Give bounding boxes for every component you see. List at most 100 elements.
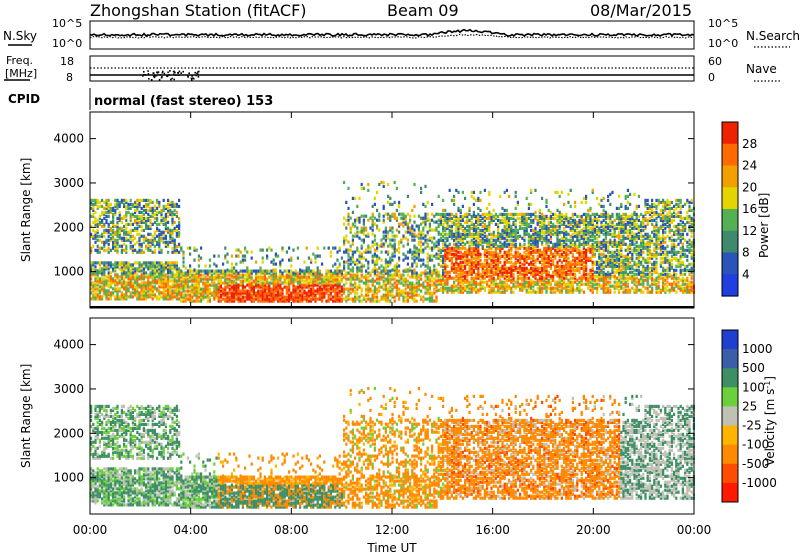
power-cell <box>255 281 258 285</box>
power-cell <box>521 222 524 226</box>
power-cell <box>202 277 205 281</box>
power-cell <box>153 271 156 275</box>
power-cell <box>527 236 530 240</box>
power-cell <box>296 297 299 301</box>
power-cell <box>120 297 123 301</box>
power-cell <box>475 252 478 256</box>
power-cell <box>448 274 451 278</box>
power-cell <box>153 208 156 212</box>
power-cell <box>169 295 172 299</box>
power-cell <box>129 265 132 269</box>
power-cell <box>92 214 95 218</box>
power-cell <box>109 283 112 287</box>
power-cell <box>266 287 269 291</box>
power-cell <box>534 248 537 252</box>
power-cell <box>158 204 161 208</box>
power-cell <box>514 224 517 228</box>
power-cell <box>503 212 506 216</box>
power-cell <box>420 271 423 275</box>
power-cell <box>272 277 275 281</box>
power-cell <box>444 226 447 230</box>
power-cell <box>362 295 365 299</box>
power-cell <box>450 276 453 280</box>
power-cell <box>349 283 352 287</box>
power-cell <box>428 283 431 287</box>
power-cell <box>114 279 117 283</box>
power-cell <box>565 256 568 260</box>
power-cell <box>213 269 216 273</box>
power-cell <box>92 285 95 289</box>
power-cell <box>437 280 440 284</box>
power-cell <box>424 291 427 295</box>
power-cell <box>197 279 200 283</box>
power-cell <box>371 254 374 258</box>
power-cell <box>387 230 390 234</box>
power-cell <box>472 250 475 254</box>
power-cell <box>206 295 209 299</box>
power-cell <box>472 270 475 274</box>
power-cell <box>499 284 502 288</box>
power-cell <box>464 236 467 240</box>
power-cell <box>285 287 288 291</box>
power-cell <box>310 297 313 301</box>
power-cell <box>202 287 205 291</box>
power-cell <box>215 275 218 279</box>
power-cell <box>457 220 460 224</box>
power-cell <box>545 266 548 270</box>
power-cell <box>558 284 561 288</box>
power-cell <box>404 281 407 285</box>
power-cell <box>307 285 310 289</box>
power-cell <box>101 281 104 285</box>
power-cell <box>94 291 97 295</box>
power-cell <box>239 279 242 283</box>
power-cell <box>545 286 548 290</box>
power-cell <box>136 208 139 212</box>
power-cell <box>569 222 572 226</box>
power-cell <box>426 266 429 270</box>
power-cell <box>197 287 200 291</box>
power-cell <box>391 254 394 258</box>
power-cell <box>461 216 464 220</box>
power-cell <box>459 286 462 290</box>
power-cell <box>125 210 128 214</box>
power-cell <box>532 254 535 258</box>
power-cell <box>497 290 500 294</box>
power-cell <box>455 216 458 220</box>
power-cell <box>420 240 423 244</box>
power-cell <box>468 260 471 264</box>
power-cell <box>406 224 409 228</box>
power-cell <box>233 266 236 270</box>
power-cell <box>279 260 282 264</box>
power-cell <box>92 267 95 271</box>
power-cell <box>347 212 350 216</box>
power-cell <box>125 246 128 250</box>
power-cell <box>483 286 486 290</box>
power-cell <box>479 232 482 236</box>
power-cell <box>215 291 218 295</box>
power-cell <box>565 238 568 242</box>
power-cell <box>549 256 552 260</box>
power-cell <box>107 277 110 281</box>
power-cell <box>532 262 535 266</box>
power-cell <box>516 200 519 204</box>
power-cell <box>547 258 550 262</box>
power-cell <box>173 228 176 232</box>
power-cell <box>107 291 110 295</box>
power-cell <box>404 254 407 258</box>
power-cell <box>558 218 561 222</box>
power-cell <box>475 260 478 264</box>
power-cell <box>505 270 508 274</box>
power-cell <box>461 286 464 290</box>
power-cell <box>261 299 264 303</box>
power-cell <box>376 226 379 230</box>
power-cell <box>332 281 335 285</box>
power-cell <box>105 265 108 269</box>
power-cell <box>230 293 233 297</box>
power-cell <box>158 222 161 226</box>
power-cell <box>303 289 306 293</box>
power-cell <box>475 216 478 220</box>
power-cell <box>301 285 304 289</box>
power-cell <box>417 254 420 258</box>
power-cell <box>541 262 544 266</box>
power-cell <box>565 288 568 292</box>
